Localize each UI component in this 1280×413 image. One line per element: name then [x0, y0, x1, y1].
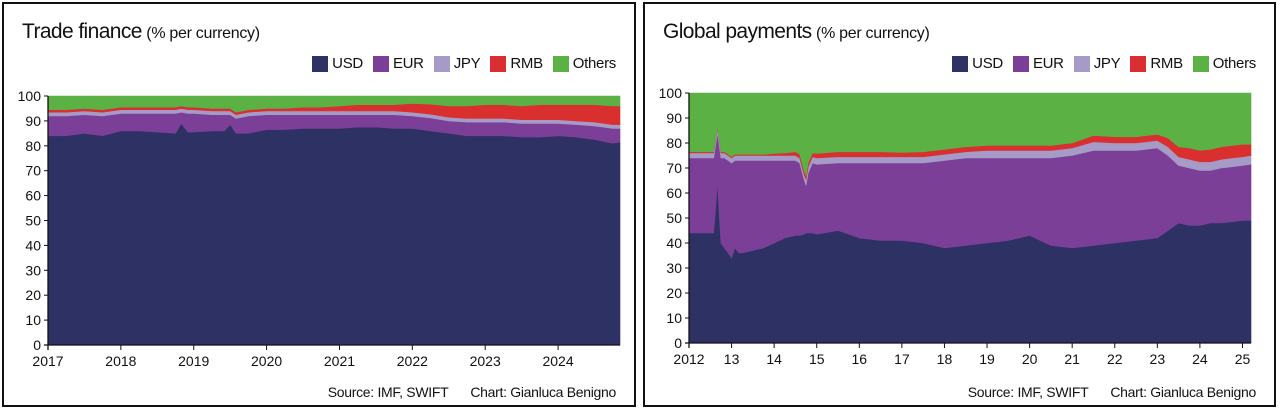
x-tick-label: 17	[894, 351, 910, 367]
y-tick-label: 50	[25, 213, 41, 229]
y-tick-label: 70	[666, 160, 682, 176]
y-tick-label: 70	[25, 163, 41, 179]
trade-finance-panel: Trade finance (% per currency) USD EUR JPY…	[2, 2, 636, 407]
global-payments-panel: Global payments (% per currency) USD EUR J…	[643, 2, 1276, 407]
legend-label: JPY	[1093, 55, 1121, 72]
global-payments-chart: 0 10 20 30 40 50 60 70 80 90 100 2012 13 14 15 16 17 18 19…	[659, 85, 1252, 367]
x-tick-label: 15	[809, 351, 825, 367]
area-usd	[47, 122, 621, 346]
source-text: Source: IMF, SWIFT	[967, 384, 1089, 400]
legend-swatch	[490, 55, 507, 72]
legend-label: RMB	[1150, 55, 1183, 72]
legend-swatch	[312, 55, 329, 72]
chart-title: Trade finance (% per currency)	[22, 20, 260, 44]
area-others	[688, 92, 1252, 177]
x-tick-label: 25	[1235, 351, 1251, 367]
area-layers	[47, 95, 621, 346]
x-tick-label: 2020	[251, 353, 282, 369]
legend-swatch	[1130, 55, 1147, 72]
legend-item-others: Others	[552, 55, 617, 72]
legend-item-others: Others	[1192, 55, 1257, 72]
y-tick-label: 10	[666, 310, 682, 326]
x-tick-label: 2022	[397, 353, 428, 369]
chart-subtitle: (% per currency)	[146, 25, 260, 42]
legend-label: EUR	[1032, 55, 1064, 72]
source-note: Source: IMF, SWIFT Chart: Gianluca Benign…	[327, 384, 617, 400]
legend-swatch	[1073, 55, 1090, 72]
trade-finance-chart: 0 10 20 30 40 50 60 70 80 90 100 2017 2018 2019 2020 20…	[18, 88, 621, 369]
y-tick-label: 10	[25, 312, 41, 328]
x-tick-label: 21	[1064, 351, 1080, 367]
legend-swatch	[1012, 55, 1029, 72]
y-tick-label: 100	[659, 85, 683, 101]
x-tick-label: 18	[937, 351, 953, 367]
x-tick-label: 13	[724, 351, 740, 367]
x-tick-label: 24	[1192, 351, 1208, 367]
legend-label: RMB	[510, 55, 543, 72]
y-tick-label: 20	[25, 287, 41, 303]
credit-text: Chart: Gianluca Benigno	[1110, 384, 1256, 400]
source-note: Source: IMF, SWIFT Chart: Gianluca Benign…	[967, 384, 1257, 400]
chart-title-main: Trade finance	[22, 20, 142, 43]
credit-text: Chart: Gianluca Benigno	[470, 384, 616, 400]
x-tick-label: 19	[979, 351, 995, 367]
y-tick-label: 0	[674, 335, 682, 351]
legend-item-usd: USD	[312, 55, 363, 72]
legend-label: EUR	[392, 55, 424, 72]
y-tick-label: 40	[666, 235, 682, 251]
legend-label: USD	[972, 55, 1003, 72]
legend-item-jpy: JPY	[1073, 55, 1121, 72]
chart-title: Global payments (% per currency)	[663, 20, 930, 44]
legend-label: Others	[572, 55, 617, 72]
x-tick-label: 22	[1107, 351, 1123, 367]
chart-title-main: Global payments	[663, 20, 812, 43]
legend-swatch	[372, 55, 389, 72]
x-tick-label: 23	[1150, 351, 1166, 367]
legend-swatch	[433, 55, 450, 72]
area-others	[47, 95, 621, 113]
legend-label: Others	[1212, 55, 1257, 72]
legend-swatch	[552, 55, 569, 72]
y-tick-label: 20	[666, 285, 682, 301]
y-tick-label: 0	[33, 337, 41, 353]
y-tick-label: 60	[25, 188, 41, 204]
y-tick-label: 60	[666, 185, 682, 201]
source-text: Source: IMF, SWIFT	[327, 384, 449, 400]
legend-label: JPY	[453, 55, 481, 72]
x-tick-label: 2024	[542, 353, 573, 369]
legend-item-eur: EUR	[372, 55, 424, 72]
x-tick-label: 20	[1022, 351, 1038, 367]
x-tick-label: 2021	[324, 353, 355, 369]
x-tick-label: 2019	[178, 353, 209, 369]
legend-swatch	[952, 55, 969, 72]
y-tick-label: 30	[666, 260, 682, 276]
y-tick-label: 30	[25, 262, 41, 278]
legend-label: USD	[332, 55, 363, 72]
legend-swatch	[1192, 55, 1209, 72]
x-tick-label: 2023	[470, 353, 501, 369]
x-tick-label: 2012	[673, 351, 704, 367]
y-tick-label: 80	[25, 138, 41, 154]
chart-subtitle: (% per currency)	[816, 25, 930, 42]
legend-item-jpy: JPY	[433, 55, 481, 72]
area-layers	[688, 92, 1252, 344]
y-tick-label: 40	[25, 237, 41, 253]
legend-item-usd: USD	[952, 55, 1003, 72]
y-tick-label: 90	[666, 110, 682, 126]
y-tick-label: 50	[666, 210, 682, 226]
x-tick-label: 16	[852, 351, 868, 367]
legend-item-rmb: RMB	[490, 55, 543, 72]
x-tick-label: 2017	[32, 353, 63, 369]
y-tick-label: 90	[25, 113, 41, 129]
y-tick-label: 80	[666, 135, 682, 151]
legend-item-eur: EUR	[1012, 55, 1064, 72]
chart-legend: USD EUR JPY RMB Others	[302, 55, 616, 72]
legend-item-rmb: RMB	[1130, 55, 1183, 72]
y-tick-label: 100	[18, 88, 42, 104]
x-tick-label: 14	[766, 351, 782, 367]
chart-legend: USD EUR JPY RMB Others	[942, 55, 1256, 72]
x-tick-label: 2018	[105, 353, 136, 369]
